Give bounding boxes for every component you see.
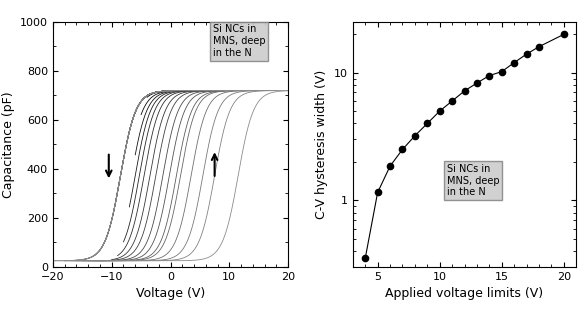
X-axis label: Voltage (V): Voltage (V) — [136, 287, 205, 300]
Y-axis label: Capacitance (pF): Capacitance (pF) — [2, 91, 15, 198]
Y-axis label: C-V hysteresis width (V): C-V hysteresis width (V) — [315, 70, 328, 219]
Text: Si NCs in
MNS, deep
in the N: Si NCs in MNS, deep in the N — [213, 24, 265, 58]
X-axis label: Applied voltage limits (V): Applied voltage limits (V) — [386, 287, 543, 300]
Text: Si NCs in
MNS, deep
in the N: Si NCs in MNS, deep in the N — [447, 164, 499, 197]
